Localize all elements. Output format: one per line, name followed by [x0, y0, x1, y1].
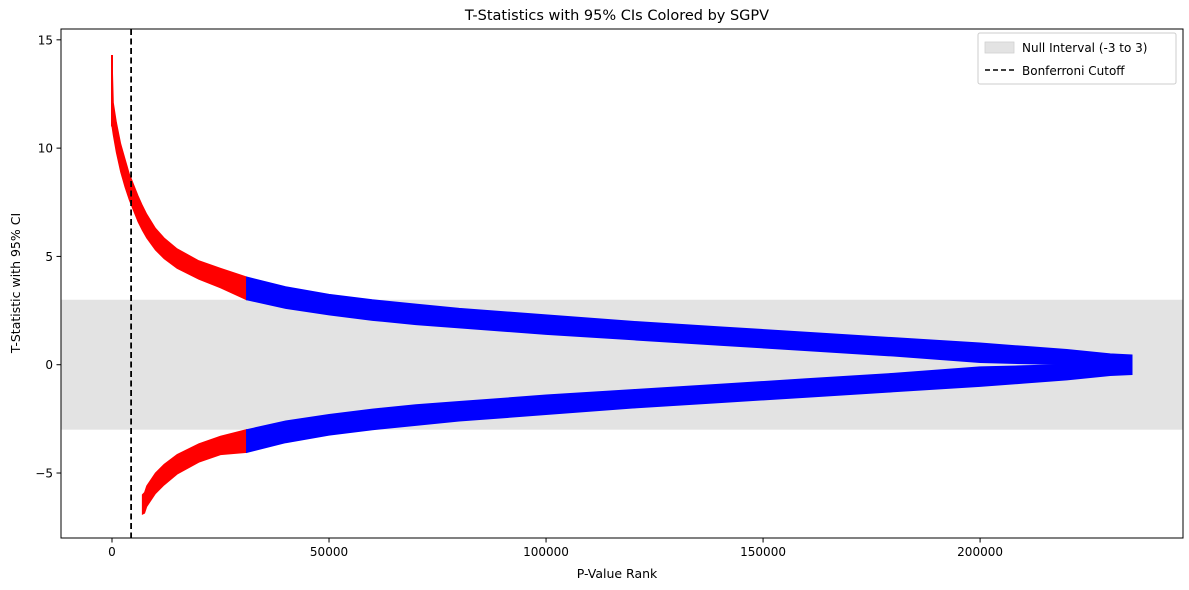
- x-tick-label: 50000: [310, 545, 348, 559]
- plot-frame: [60, 28, 1184, 539]
- y-axis-label: T-Statistic with 95% CI: [8, 213, 23, 354]
- legend-null-interval-swatch: [984, 41, 1015, 54]
- null-interval-band: [61, 299, 1183, 430]
- legend-null-interval-label: Null Interval (-3 to 3): [1022, 41, 1147, 55]
- y-tick-label: 15: [38, 33, 53, 47]
- legend: Null Interval (-3 to 3) Bonferroni Cutof…: [977, 32, 1177, 85]
- x-tick-label: 100000: [523, 545, 569, 559]
- x-tick-label: 200000: [957, 545, 1003, 559]
- chart-title: T-Statistics with 95% CIs Colored by SGP…: [464, 8, 769, 24]
- y-tick-label: 5: [45, 250, 53, 264]
- y-tick-label: 0: [45, 358, 53, 372]
- y-tick-label: 10: [38, 142, 53, 156]
- legend-bonferroni-label: Bonferroni Cutoff: [1022, 64, 1125, 78]
- plot-area: 0 50000 100000 150000 200000 −5 0 5 10 15: [35, 28, 1184, 559]
- x-tick-label: 150000: [740, 545, 786, 559]
- legend-box: [977, 32, 1177, 85]
- x-tick-label: 0: [108, 545, 116, 559]
- ci-band-lower-nonsignificant: [246, 360, 1133, 454]
- x-axis-label: P-Value Rank: [577, 566, 658, 581]
- y-tick-label: −5: [35, 467, 53, 481]
